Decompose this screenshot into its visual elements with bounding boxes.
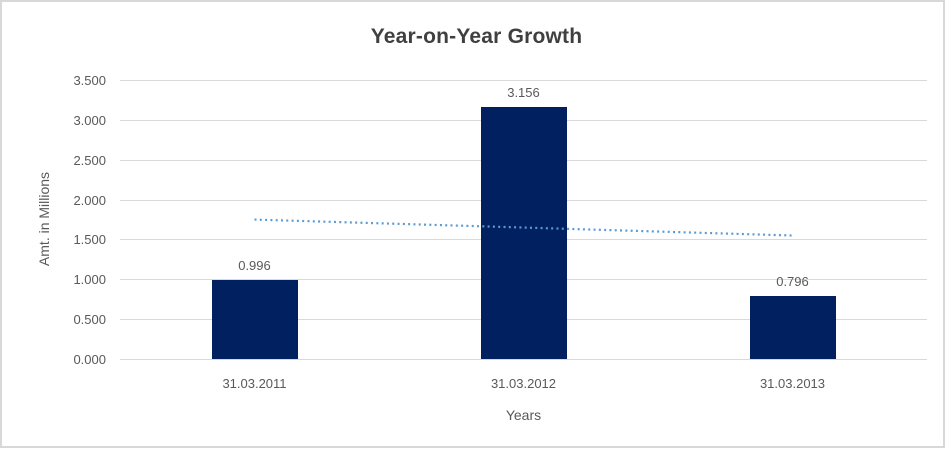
- y-tick-label: 0.500: [73, 312, 106, 328]
- x-tick-label: 31.03.2011: [222, 376, 287, 391]
- trendline-path: [254, 218, 793, 237]
- chart-title: Year-on-Year Growth: [370, 25, 583, 48]
- y-axis-title: Amt. in Millions: [36, 171, 52, 267]
- data-label: 3.156: [507, 85, 540, 101]
- bar: [749, 295, 836, 359]
- x-tick-label: 31.03.2013: [759, 376, 826, 391]
- gridline: [120, 80, 927, 81]
- y-tick-label: 1.000: [73, 272, 106, 288]
- gridline: [120, 359, 927, 360]
- y-tick-label: 3.000: [73, 112, 106, 128]
- data-label: 0.796: [776, 273, 809, 289]
- x-axis-title: Years: [505, 407, 542, 423]
- bar: [211, 279, 298, 359]
- y-tick-label: 1.500: [73, 232, 106, 248]
- x-tick-label: 31.03.2012: [490, 376, 557, 391]
- plot-area: 0.996 3.156 0.796: [120, 80, 927, 360]
- trendline: [254, 218, 793, 237]
- bar: [480, 107, 567, 359]
- data-label: 0.996: [238, 257, 271, 273]
- y-tick-label: 3.500: [73, 73, 106, 88]
- y-tick-label: 2.000: [73, 192, 106, 208]
- y-tick-label: 2.500: [73, 152, 106, 168]
- y-tick-label: 0.000: [73, 352, 106, 367]
